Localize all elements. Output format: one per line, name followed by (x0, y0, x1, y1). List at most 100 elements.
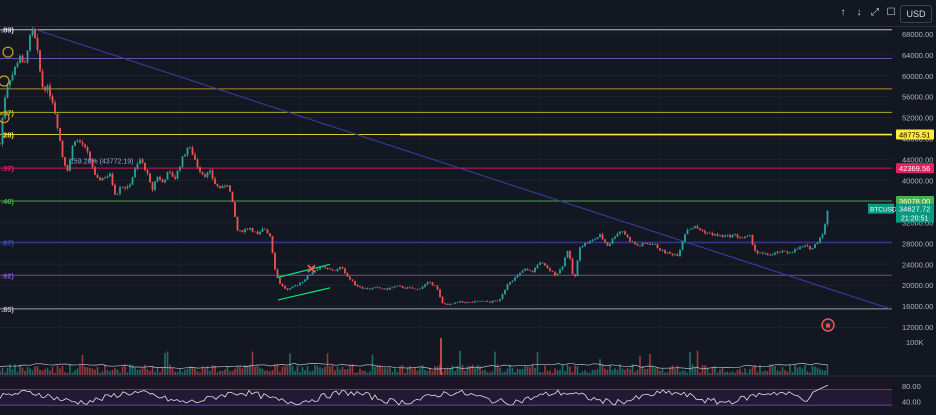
candle-body (489, 301, 491, 303)
rsi-line (0, 384, 829, 406)
candle-body (799, 247, 801, 250)
volume-bar (759, 365, 761, 375)
volume-bar (526, 366, 529, 375)
candle-body (791, 252, 794, 253)
volume-bar (584, 370, 586, 375)
volume-bar (601, 364, 604, 375)
alert-icon (2, 46, 14, 58)
volume-bar (454, 371, 456, 375)
candle-body (444, 303, 446, 304)
volume-bar (364, 370, 366, 375)
candle-body (464, 302, 466, 303)
volume-bar (774, 365, 776, 375)
candle-body (129, 184, 131, 187)
volume-bar (279, 371, 281, 375)
candle-body (26, 50, 29, 63)
volume-bar (684, 370, 686, 375)
candle-body (546, 265, 549, 269)
candle-body (86, 147, 89, 152)
candle-body (786, 251, 789, 254)
candle-body (746, 235, 749, 237)
candle-body (769, 254, 771, 256)
volume-bar (64, 372, 66, 375)
volume-bar (259, 367, 261, 375)
price-tag-label: 36078.00 (899, 197, 930, 206)
price-tick-label: 68000.00 (902, 30, 933, 39)
volume-bar (484, 369, 486, 375)
volume-bar (46, 367, 49, 375)
volume-bar (616, 369, 619, 375)
candle-body (596, 237, 599, 240)
volume-bar (399, 365, 401, 375)
volume-bar (251, 351, 254, 375)
volume-bar (481, 370, 484, 375)
channel-lower (277, 287, 331, 301)
candle-body (569, 251, 571, 259)
volume-bar (731, 371, 734, 375)
candle-body (104, 177, 106, 179)
price-chart[interactable]: .89) .27) .28) .37) .46) .67) .92) .85) ✕ 159.28… (0, 26, 936, 415)
candle-body (484, 301, 486, 302)
volume-bar (231, 370, 234, 375)
candle-body (266, 229, 269, 234)
candle-body (1, 117, 4, 144)
candle-body (411, 287, 414, 289)
volume-bar (421, 365, 424, 375)
volume-bar (524, 365, 526, 375)
candle-body (99, 177, 101, 181)
volume-bar (566, 364, 569, 375)
volume-bar (6, 367, 9, 375)
fullscreen-icon[interactable]: ☐ (886, 7, 896, 18)
volume-bar (586, 372, 589, 375)
candle-body (181, 156, 184, 167)
candle-body (316, 269, 319, 271)
candle-body (671, 253, 674, 256)
currency-select[interactable]: USD (900, 5, 932, 23)
volume-bar (556, 370, 559, 375)
volume-bar (344, 369, 346, 375)
fib-label: .89) (1, 26, 14, 35)
volume-bar (331, 365, 334, 375)
arrow-up-icon[interactable]: ↑ (840, 7, 846, 18)
volume-bar (414, 367, 416, 375)
candle-body (726, 234, 729, 236)
candle-body (324, 266, 326, 268)
volume-bar (69, 364, 71, 375)
candle-body (659, 248, 661, 251)
volume-bar (561, 364, 564, 375)
volume-bar (56, 365, 59, 375)
volume-bar (201, 366, 204, 375)
candle-body (211, 170, 214, 179)
volume-bar (654, 368, 656, 375)
volume-bar (106, 369, 109, 375)
volume-bar (739, 368, 741, 375)
candle-body (571, 258, 574, 275)
expand-icon[interactable]: ⤢ (871, 7, 879, 18)
candle-body (251, 227, 254, 232)
candle-body (326, 267, 329, 269)
volume-bar (644, 369, 646, 375)
price-tick-label: 20000.00 (902, 281, 933, 290)
volume-bar (236, 366, 239, 375)
price-tick-label: 60000.00 (902, 72, 933, 81)
arrow-down-icon[interactable]: ↓ (856, 7, 862, 18)
volume-bar (144, 364, 146, 375)
rsi-tick-label: 40.00 (902, 397, 921, 406)
candle-body (419, 288, 421, 290)
candle-body (126, 186, 129, 189)
candle-body (504, 289, 506, 295)
candle-body (809, 245, 811, 250)
candle-body (521, 270, 524, 273)
volume-bar (104, 364, 106, 375)
volume-bar (534, 367, 536, 375)
candle-body (626, 234, 629, 237)
candle-body (79, 140, 81, 143)
volume-bar (811, 365, 814, 375)
candle-body (194, 154, 196, 160)
candle-body (644, 243, 646, 244)
candle-body (359, 286, 361, 288)
volume-bar (591, 369, 594, 375)
candle-body (336, 269, 339, 271)
candle-body (611, 238, 614, 244)
candle-body (744, 236, 746, 239)
